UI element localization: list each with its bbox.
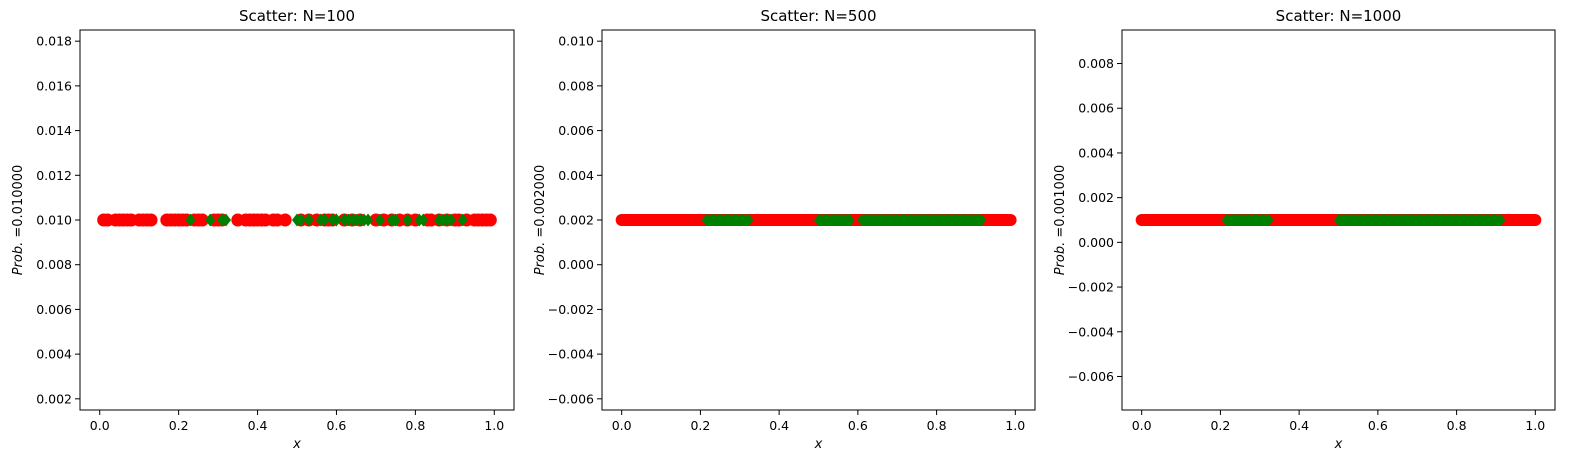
- x-tick-label: 0.4: [1289, 418, 1309, 433]
- subplot-3: 0.0 0.2 0.4 0.6 0.8 1.0 −0.006 −0.004 −0.002 0.00…: [1053, 7, 1556, 452]
- x-tick-label: 1.0: [1005, 418, 1025, 433]
- scatter-point-red: [1004, 214, 1017, 226]
- y-tick-label: −0.004: [548, 347, 594, 362]
- scatter-point-green: [845, 214, 855, 226]
- scatter-point-green: [295, 213, 307, 227]
- data-points: [615, 214, 1017, 226]
- y-tick-label: −0.002: [548, 302, 594, 317]
- scatter-point-green: [374, 213, 385, 227]
- subplot-2: 0.0 0.2 0.4 0.6 0.8 1.0 −0.006 −0.004 −0.002 0.00…: [533, 7, 1036, 452]
- x-tick-label: 0.8: [405, 418, 425, 433]
- scatter-point-red: [483, 213, 497, 227]
- y-tick-label: 0.000: [1078, 235, 1114, 250]
- y-tick-label: 0.012: [36, 168, 72, 183]
- scatter-point-red: [1529, 214, 1542, 226]
- y-tick-label: 0.004: [1078, 145, 1114, 160]
- y-tick-label: 0.004: [558, 168, 594, 183]
- y-tick-label: 0.002: [558, 213, 594, 228]
- x-tick-label: 0.6: [327, 418, 347, 433]
- x-tick-label: 0.6: [848, 418, 868, 433]
- y-tick-label: 0.002: [36, 391, 72, 406]
- y-tick-label: 0.008: [558, 78, 594, 93]
- x-tick-label: 1.0: [484, 418, 504, 433]
- scatter-point-green: [445, 213, 456, 227]
- y-axis-label: Prob. =0.001000: [1053, 165, 1068, 276]
- axes-frame: [1121, 29, 1556, 411]
- y-tick-label: 0.010: [558, 34, 594, 49]
- y-tick-label: 0.008: [1078, 56, 1114, 71]
- data-points: [97, 213, 497, 227]
- x-tick-label: 0.8: [927, 418, 947, 433]
- scatter-point-green: [976, 214, 987, 226]
- chart-title: Scatter: N=500: [760, 7, 876, 25]
- scatter-point-red: [144, 213, 158, 227]
- chart-title: Scatter: N=100: [239, 7, 355, 25]
- x-tick-label: 0.0: [1132, 418, 1152, 433]
- x-axis-label: x: [292, 437, 301, 452]
- scatter-point-green: [1495, 214, 1506, 226]
- scatter-point-green: [1264, 214, 1274, 226]
- y-tick-label: −0.004: [1068, 324, 1114, 339]
- scatter-point-red: [278, 213, 292, 227]
- scatter-point-green: [185, 213, 196, 227]
- x-tick-label: 0.4: [248, 418, 268, 433]
- x-tick-label: 0.0: [90, 418, 110, 433]
- scatter-point-green: [220, 213, 232, 227]
- y-tick-label: 0.000: [558, 257, 594, 272]
- y-tick-label: 0.008: [36, 257, 72, 272]
- scatter-point-green: [402, 213, 413, 227]
- y-tick-label: −0.002: [1068, 280, 1114, 295]
- scatter-point-green: [205, 213, 216, 227]
- x-tick-label: 0.0: [612, 418, 632, 433]
- scatter-point-red: [195, 213, 209, 227]
- y-tick-label: −0.006: [548, 391, 594, 406]
- scatter-point-green: [418, 213, 429, 227]
- x-tick-label: 0.4: [769, 418, 789, 433]
- x-tick-label: 0.2: [1210, 418, 1230, 433]
- x-tick-label: 0.8: [1447, 418, 1467, 433]
- x-axis-label: x: [814, 437, 823, 452]
- x-tick-label: 0.6: [1368, 418, 1388, 433]
- x-tick-label: 0.2: [690, 418, 710, 433]
- y-tick-label: 0.006: [1078, 101, 1114, 116]
- x-tick-label: 1.0: [1525, 418, 1545, 433]
- scatter-point-green: [390, 213, 401, 227]
- y-tick-label: 0.010: [36, 213, 72, 228]
- y-axis-label: Prob. =0.002000: [533, 165, 548, 276]
- scatter-point-green: [457, 213, 468, 227]
- x-axis-label: x: [1334, 437, 1343, 452]
- data-points: [1135, 214, 1542, 226]
- y-axis-label: Prob. =0.010000: [11, 165, 26, 276]
- y-tick-label: 0.006: [558, 123, 594, 138]
- y-tick-label: 0.006: [36, 302, 72, 317]
- scatter-point-green: [331, 213, 342, 227]
- y-tick-label: 0.004: [36, 347, 72, 362]
- subplot-1: 0.0 0.2 0.4 0.6 0.8 1.0 0.002 0.004 0.006 0.008 0.…: [11, 7, 515, 452]
- scatter-point-green: [319, 213, 330, 227]
- y-tick-label: 0.002: [1078, 190, 1114, 205]
- scatter-point-green: [362, 213, 374, 227]
- x-tick-label: 0.2: [169, 418, 189, 433]
- y-tick-label: 0.018: [36, 34, 72, 49]
- scatter-point-green: [744, 214, 754, 226]
- scatter-point-green: [303, 213, 314, 227]
- chart-title: Scatter: N=1000: [1276, 7, 1402, 25]
- y-tick-label: −0.006: [1068, 369, 1114, 384]
- y-tick-label: 0.014: [36, 123, 72, 138]
- y-tick-label: 0.016: [36, 78, 72, 93]
